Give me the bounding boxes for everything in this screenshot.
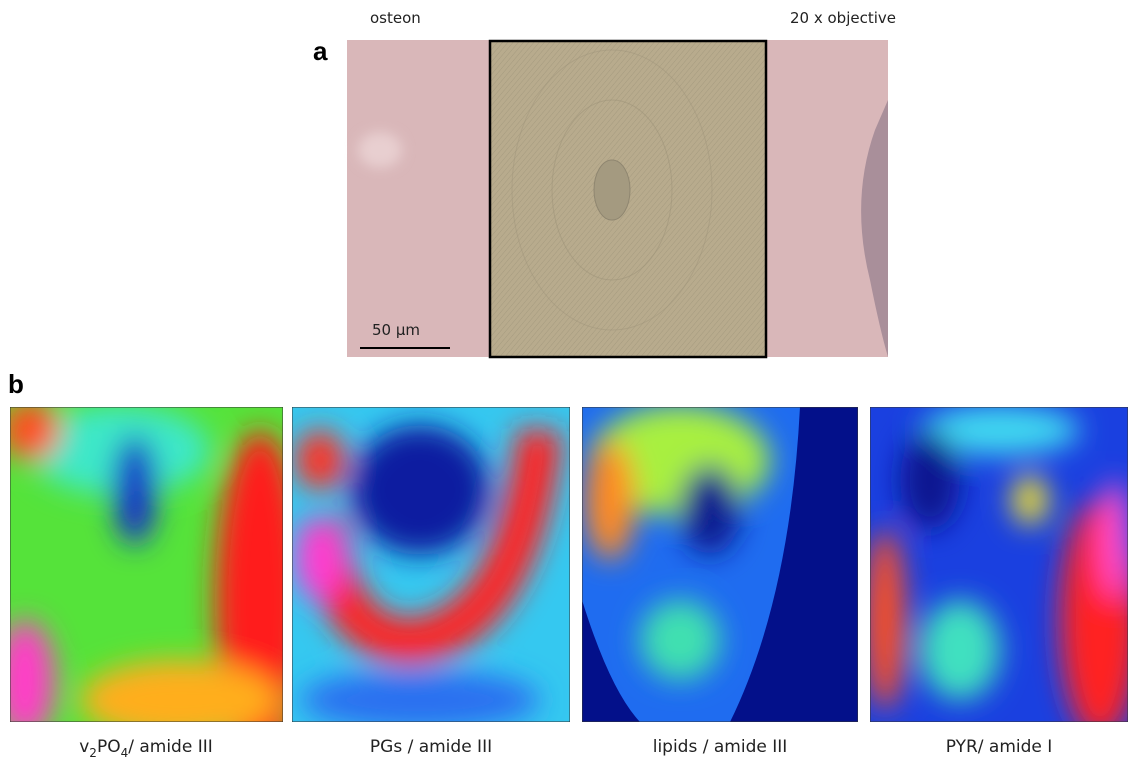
caption-part: v	[79, 737, 89, 757]
panel-label: b	[8, 369, 24, 399]
page: a osteon 20 x objective 50 µm b	[0, 0, 1135, 760]
caption-part: lipids / amide III	[653, 737, 788, 757]
caption-part: PGs / amide III	[370, 737, 492, 757]
map-caption: lipids / amide III	[653, 737, 788, 757]
heatmap	[582, 405, 858, 722]
map-caption: v2PO4/ amide III	[79, 737, 213, 760]
caption-part: / amide III	[128, 737, 213, 757]
map-caption: PGs / amide III	[370, 737, 492, 757]
heatmap	[0, 400, 305, 760]
caption-part: PO	[97, 737, 121, 757]
panel-label: a	[313, 36, 328, 66]
figure: a osteon 20 x objective 50 µm b	[0, 0, 1135, 760]
objective-label: 20 x objective	[790, 9, 896, 27]
micrograph	[347, 40, 888, 357]
heatmap	[865, 405, 1135, 740]
caption-part: 4	[121, 746, 129, 760]
caption-part: 2	[89, 746, 97, 760]
osteon-label: osteon	[370, 9, 421, 27]
scale-bar-label: 50 µm	[372, 321, 420, 339]
heatmap	[292, 407, 570, 730]
map-caption: PYR/ amide I	[946, 737, 1053, 757]
caption-part: PYR/ amide I	[946, 737, 1053, 757]
